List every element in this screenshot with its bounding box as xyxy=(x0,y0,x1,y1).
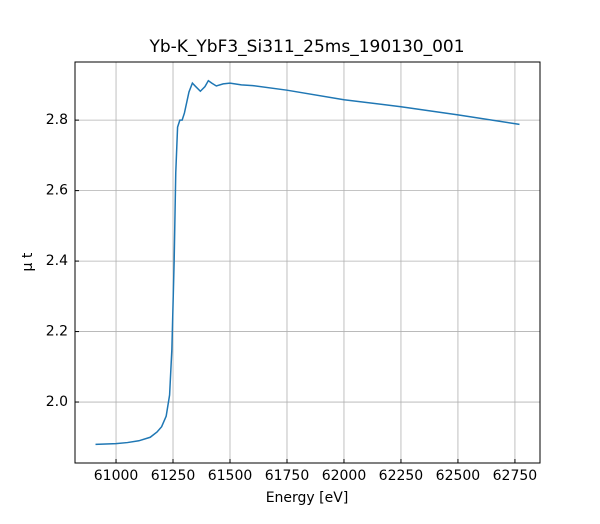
x-tick-label: 62500 xyxy=(436,468,481,484)
y-tick-label: 2.4 xyxy=(46,253,68,269)
data-line xyxy=(95,79,520,446)
x-tick-label: 61500 xyxy=(208,468,253,484)
plot-frame xyxy=(74,61,541,464)
x-tick-label: 61000 xyxy=(94,468,139,484)
y-axis-label: μ t xyxy=(20,252,36,271)
y-tick-label: 2.6 xyxy=(46,183,68,199)
x-tick-label: 61750 xyxy=(265,468,310,484)
x-tick-label: 62250 xyxy=(379,468,424,484)
y-tick-label: 2.8 xyxy=(46,112,68,128)
x-axis-label: Energy [eV] xyxy=(266,490,349,506)
y-tick-label: 2.2 xyxy=(46,324,68,340)
y-tick-label: 2.0 xyxy=(46,394,68,410)
x-tick-label: 62750 xyxy=(493,468,538,484)
x-tick-label: 61250 xyxy=(151,468,196,484)
x-tick-label: 62000 xyxy=(322,468,367,484)
chart-title: Yb-K_YbF3_Si311_25ms_190130_001 xyxy=(148,37,464,57)
